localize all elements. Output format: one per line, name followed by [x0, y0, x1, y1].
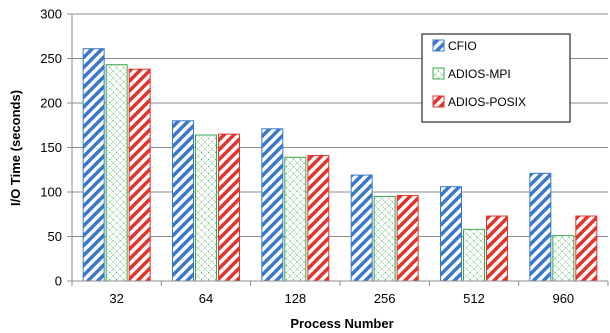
bar-adios-mpi-64 [195, 134, 217, 282]
bar-adios-posix-64 [218, 133, 240, 282]
y-tick-labels: 0 50 100 150 200 250 300 [40, 7, 62, 289]
bar-adios-posix-256 [396, 195, 419, 282]
x-tick-label: 64 [199, 291, 213, 306]
bar-adios-posix-128 [307, 155, 330, 282]
y-tick-label: 50 [48, 229, 62, 244]
x-axis-title: Process Number [290, 316, 393, 331]
legend: CFIO ADIOS-MPI ADIOS-POSIX [421, 33, 571, 123]
legend-label: ADIOS-MPI [448, 67, 511, 81]
bar-adios-mpi-960 [552, 235, 575, 282]
y-tick-label: 100 [40, 185, 62, 200]
y-tick-label: 250 [40, 51, 62, 66]
bar-cfio-64 [172, 120, 194, 282]
bars [82, 48, 598, 282]
bar-cfio-256 [350, 174, 373, 282]
bar-cfio-128 [261, 128, 284, 282]
x-tick-labels: 32 64 128 256 512 960 [109, 291, 574, 306]
x-tick-label: 512 [463, 291, 485, 306]
legend-swatch [432, 95, 445, 108]
y-tick-label: 150 [40, 140, 62, 155]
bar-cfio-512 [440, 186, 462, 282]
bar-adios-mpi-128 [284, 156, 307, 282]
bar-adios-posix-512 [486, 215, 508, 282]
y-tick-label: 300 [40, 7, 62, 22]
bar-cfio-960 [529, 172, 552, 282]
bar-adios-mpi-32 [105, 64, 128, 282]
legend-label: CFIO [448, 39, 477, 53]
bar-adios-posix-32 [128, 68, 151, 282]
legend-swatch [432, 39, 445, 52]
bar-adios-mpi-512 [463, 228, 485, 282]
x-tick-label: 32 [109, 291, 123, 306]
x-tick-label: 256 [374, 291, 396, 306]
bar-cfio-32 [82, 48, 105, 282]
bar-adios-posix-960 [575, 215, 598, 282]
y-tick-label: 0 [55, 274, 62, 289]
bar-adios-mpi-256 [373, 195, 396, 282]
axes [67, 13, 609, 286]
x-tick-label: 960 [552, 291, 574, 306]
gridlines [72, 13, 608, 237]
legend-label: ADIOS-POSIX [448, 95, 526, 109]
legend-swatch [432, 67, 445, 80]
legend-box [421, 33, 571, 123]
x-tick-label: 128 [284, 291, 306, 306]
y-tick-label: 200 [40, 96, 62, 111]
y-axis-title: I/O Time (seconds) [8, 90, 23, 206]
